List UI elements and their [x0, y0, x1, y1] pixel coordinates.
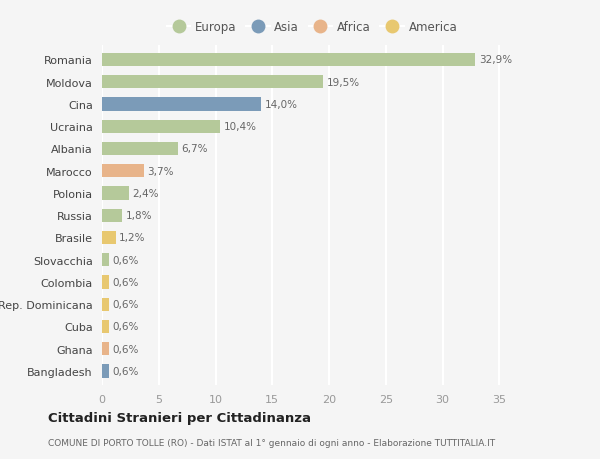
Bar: [102, 165, 144, 178]
Bar: [102, 364, 109, 378]
Bar: [102, 76, 323, 89]
Text: 1,8%: 1,8%: [126, 211, 152, 221]
Text: 6,7%: 6,7%: [181, 144, 208, 154]
Text: 10,4%: 10,4%: [223, 122, 256, 132]
Bar: [102, 120, 220, 134]
Bar: [102, 253, 109, 267]
Bar: [102, 142, 178, 156]
Text: 0,6%: 0,6%: [112, 255, 139, 265]
Legend: Europa, Asia, Africa, America: Europa, Asia, Africa, America: [163, 18, 461, 38]
Bar: [102, 54, 475, 67]
Text: 0,6%: 0,6%: [112, 300, 139, 309]
Text: 14,0%: 14,0%: [265, 100, 298, 110]
Text: 1,2%: 1,2%: [119, 233, 146, 243]
Text: 0,6%: 0,6%: [112, 366, 139, 376]
Bar: [102, 276, 109, 289]
Bar: [102, 209, 122, 223]
Text: 2,4%: 2,4%: [133, 189, 159, 199]
Text: 0,6%: 0,6%: [112, 277, 139, 287]
Text: 32,9%: 32,9%: [479, 56, 512, 65]
Bar: [102, 187, 129, 200]
Bar: [102, 342, 109, 356]
Text: 0,6%: 0,6%: [112, 322, 139, 332]
Bar: [102, 320, 109, 333]
Text: COMUNE DI PORTO TOLLE (RO) - Dati ISTAT al 1° gennaio di ogni anno - Elaborazion: COMUNE DI PORTO TOLLE (RO) - Dati ISTAT …: [48, 438, 495, 448]
Text: 0,6%: 0,6%: [112, 344, 139, 354]
Text: 19,5%: 19,5%: [327, 78, 360, 88]
Bar: [102, 98, 261, 112]
Bar: [102, 298, 109, 311]
Text: Cittadini Stranieri per Cittadinanza: Cittadini Stranieri per Cittadinanza: [48, 412, 311, 425]
Text: 3,7%: 3,7%: [148, 166, 174, 176]
Bar: [102, 231, 116, 245]
